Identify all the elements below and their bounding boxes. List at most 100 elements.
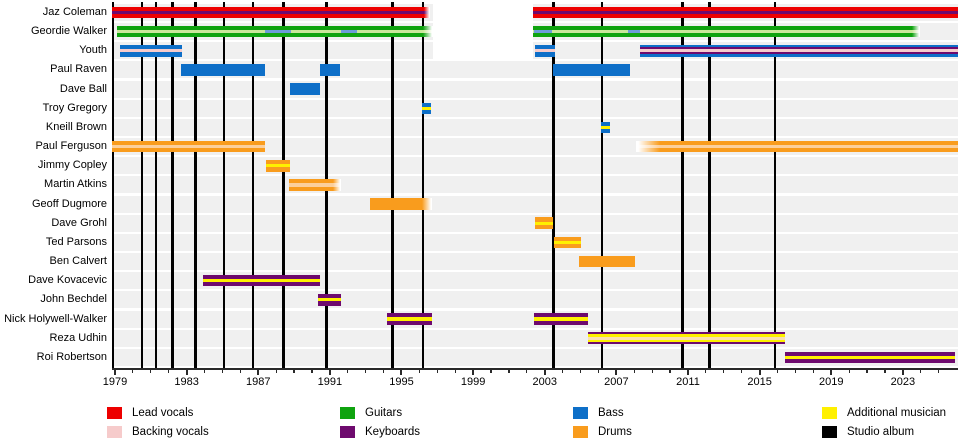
role-layer-drums xyxy=(578,255,635,268)
member-name: Dave Kovacevic xyxy=(28,274,107,287)
x-axis-tick-label: 1991 xyxy=(317,376,343,388)
x-axis-major-tick xyxy=(615,369,618,375)
x-axis-tick-label: 2015 xyxy=(747,376,772,388)
role-layer-guitars xyxy=(533,33,552,38)
x-axis-minor-tick xyxy=(597,369,600,374)
role-layer-keys xyxy=(317,294,341,299)
x-axis-line xyxy=(112,368,958,370)
x-axis-minor-tick xyxy=(938,369,940,374)
role-layer-backing xyxy=(639,49,958,53)
legend-label: Keyboards xyxy=(365,425,420,438)
studio-album-line xyxy=(773,2,777,368)
bar-fade-out xyxy=(421,198,432,210)
bar-fade-out xyxy=(423,6,430,19)
role-layer-keys xyxy=(784,358,955,364)
member-tenure-bar xyxy=(534,45,555,57)
role-layer-extra xyxy=(534,221,553,225)
plot-left-border xyxy=(112,2,114,368)
role-layer-bass_light xyxy=(533,30,552,34)
member-tenure-bar xyxy=(386,313,432,325)
row-background xyxy=(112,195,958,213)
role-layer-bass xyxy=(421,109,431,115)
member-name: Dave Ball xyxy=(59,82,107,95)
x-axis-minor-tick xyxy=(221,369,224,374)
role-layer-bass xyxy=(600,129,610,134)
x-axis-major-tick xyxy=(185,369,188,375)
x-axis-minor-tick xyxy=(562,369,564,374)
role-layer-guitars xyxy=(265,25,291,31)
member-tenure-bar xyxy=(587,332,785,344)
role-layer-lead xyxy=(532,14,958,19)
role-layer-guitars xyxy=(533,25,552,31)
x-axis-minor-tick xyxy=(293,369,295,374)
legend-label: Studio album xyxy=(847,425,915,438)
role-layer-keys xyxy=(386,320,432,325)
role-layer-extra xyxy=(784,355,955,359)
x-axis-tick-label: 1979 xyxy=(102,376,128,388)
role-layer-drums xyxy=(635,148,958,153)
role-layer-guitars xyxy=(340,25,357,31)
x-axis-minor-tick xyxy=(651,369,653,374)
member-tenure-bar xyxy=(265,160,290,172)
row-background xyxy=(112,157,958,175)
bar-fade-out xyxy=(332,179,341,191)
member-name: Roi Robertson xyxy=(36,350,107,363)
role-layer-keys xyxy=(533,313,588,318)
role-layer-bass xyxy=(289,83,321,95)
x-axis-tick-label: 1999 xyxy=(460,376,486,388)
studio-album-line xyxy=(552,2,555,368)
role-layer-drums_light xyxy=(288,183,341,187)
row-background xyxy=(112,80,958,98)
legend-item: Lead vocals xyxy=(107,406,193,420)
role-layer-extra xyxy=(587,339,785,342)
studio-album-line xyxy=(154,2,158,368)
role-layer-bass xyxy=(534,45,555,50)
x-axis-minor-tick xyxy=(347,369,349,374)
x-axis-minor-tick xyxy=(723,369,725,374)
row-background xyxy=(112,176,958,194)
x-axis-major-tick xyxy=(543,369,546,375)
role-layer-keys xyxy=(202,282,320,287)
studio-album-line xyxy=(251,2,255,368)
studio-album-line xyxy=(600,2,604,368)
x-axis-minor-tick xyxy=(920,369,922,374)
member-name: Dave Grohl xyxy=(51,216,107,229)
x-axis-tick-label: 2023 xyxy=(890,376,916,388)
x-axis-minor-tick xyxy=(454,369,456,374)
row-background xyxy=(112,253,958,271)
member-tenure-bar xyxy=(784,351,955,364)
x-axis-minor-tick xyxy=(365,369,367,374)
member-name: Paul Raven xyxy=(50,63,107,76)
row-background xyxy=(112,348,958,366)
member-name: Troy Gregory xyxy=(42,101,107,114)
studio-album-line xyxy=(681,2,684,368)
member-tenure-bar xyxy=(627,25,640,38)
x-axis-minor-tick xyxy=(311,369,313,374)
studio-album-line xyxy=(222,2,226,368)
role-layer-guitars xyxy=(340,33,357,38)
row-background xyxy=(112,118,958,136)
x-axis-major-tick xyxy=(686,369,689,375)
x-axis-tick-label: 2019 xyxy=(818,376,844,388)
legend-item: Guitars xyxy=(340,406,402,420)
studio-album-line xyxy=(171,2,174,368)
role-layer-drums xyxy=(553,244,581,249)
role-layer-bass_light xyxy=(340,30,357,34)
x-axis-minor-tick xyxy=(382,369,385,374)
role-layer-extra xyxy=(600,125,610,130)
role-layer-keys xyxy=(639,52,958,55)
studio-album-line xyxy=(708,2,711,368)
x-axis-minor-tick xyxy=(275,369,277,374)
x-axis-major-tick xyxy=(328,369,331,375)
role-layer-drums xyxy=(288,179,341,184)
member-name: Jimmy Copley xyxy=(37,159,107,172)
x-axis-minor-tick xyxy=(794,369,796,374)
row-background xyxy=(112,329,958,347)
role-layer-extra xyxy=(386,317,432,321)
role-layer-extra xyxy=(553,240,581,244)
x-axis-major-tick xyxy=(472,369,475,375)
role-layer-bass_light xyxy=(265,30,291,34)
member-name: Martin Atkins xyxy=(44,178,107,191)
x-axis-tick-label: 2011 xyxy=(676,376,700,388)
role-layer-bass xyxy=(639,45,958,48)
